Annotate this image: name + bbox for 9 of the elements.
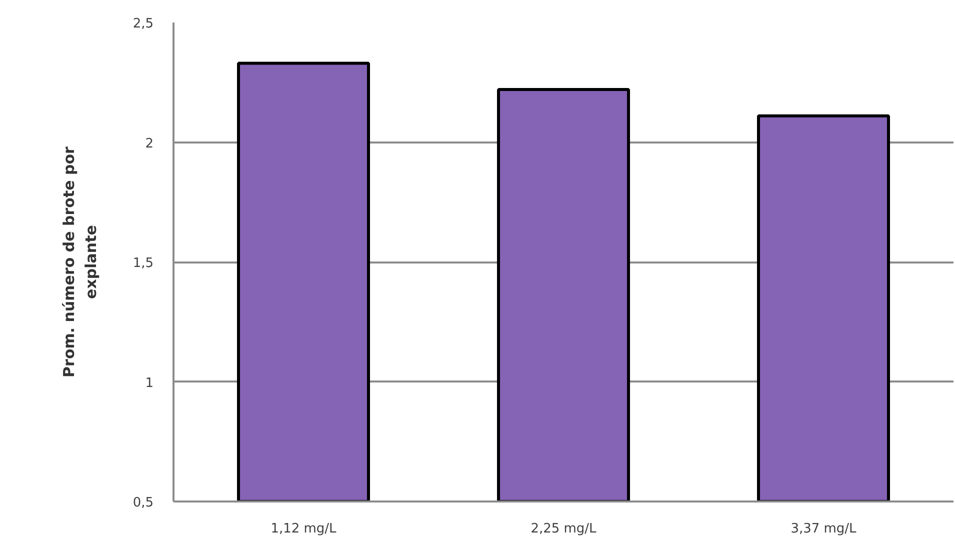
x-tick-label: 1,12 mg/L: [270, 522, 338, 536]
x-tick-label: 2,25 mg/L: [530, 522, 598, 536]
y-tick-label: 1,5: [132, 256, 154, 271]
y-tick-label: 0,5: [132, 496, 154, 510]
y-tick-label: 1: [145, 376, 154, 391]
y-tick-label: 2,5: [132, 16, 154, 32]
y-axis-title: Prom. número de brote por explante: [60, 146, 100, 378]
y-tick-label: 2: [145, 136, 154, 152]
x-tick-label: 3,37 mg/L: [790, 522, 858, 536]
